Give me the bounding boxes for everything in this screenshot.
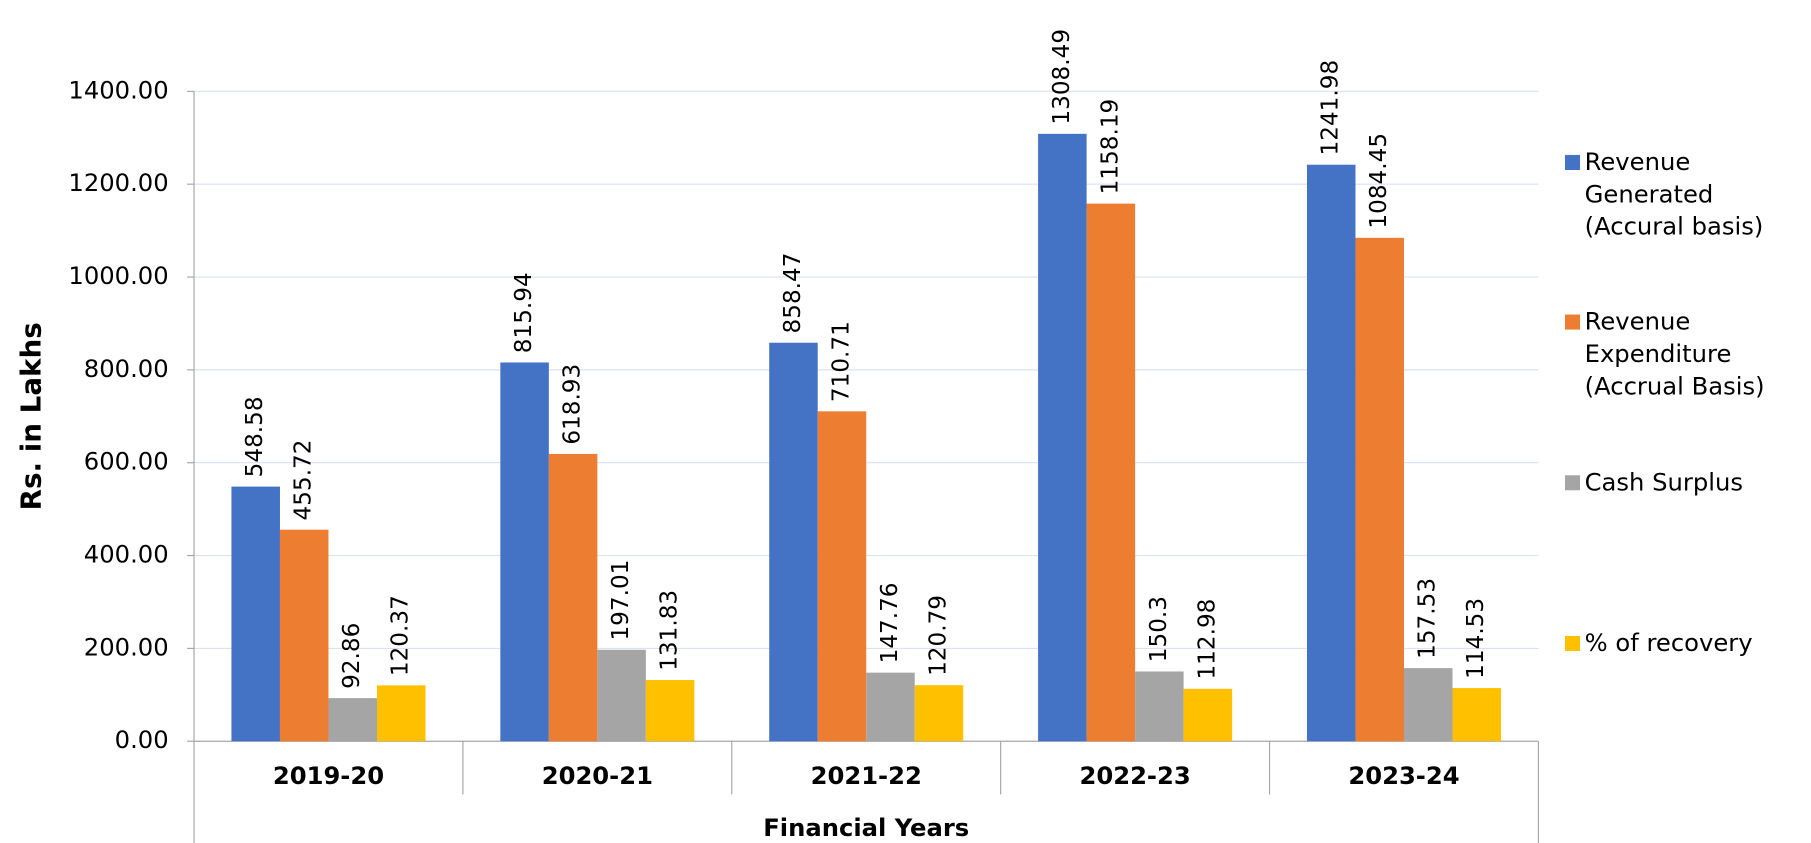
x-tick-label: 2020-21 — [542, 761, 653, 790]
data-label: 157.53 — [1415, 578, 1441, 659]
legend-swatch — [1564, 154, 1581, 170]
legend-item: % of recovery — [1584, 629, 1753, 657]
data-label: 112.98 — [1194, 599, 1220, 680]
bar — [328, 698, 377, 742]
bar — [1306, 164, 1356, 742]
legend-label: Revenue Expenditure (Accrual Basis) — [1584, 307, 1765, 401]
data-label: 114.53 — [1463, 598, 1489, 679]
data-label: 1308.49 — [1049, 29, 1075, 125]
bar — [279, 529, 329, 742]
legend-swatch — [1564, 314, 1581, 330]
bar — [1135, 671, 1184, 742]
y-tick-label: 200.00 — [84, 632, 169, 661]
legend-swatch — [1564, 636, 1581, 652]
bar — [866, 672, 915, 742]
x-tick-label: 2019-20 — [273, 761, 384, 790]
legend-item: Cash Surplus — [1584, 468, 1744, 497]
x-tick-label: 2023-24 — [1348, 761, 1459, 790]
bar — [1452, 688, 1502, 742]
x-tick-label: 2021-22 — [811, 761, 922, 790]
legend-swatch — [1564, 475, 1581, 491]
y-tick-label: 800.00 — [84, 354, 169, 383]
x-tick-label: 2022-23 — [1079, 761, 1190, 790]
data-label: 131.83 — [657, 590, 683, 671]
bar — [769, 342, 818, 742]
y-tick-label: 400.00 — [84, 540, 169, 569]
bar — [1183, 688, 1233, 742]
data-label: 815.94 — [511, 272, 537, 353]
y-axis-title: Rs. in Lakhs — [14, 322, 47, 510]
bar — [817, 411, 867, 742]
legend-label: % of recovery — [1584, 629, 1753, 657]
bar — [1403, 668, 1453, 742]
data-label: 120.37 — [388, 595, 414, 676]
data-label: 1241.98 — [1318, 60, 1344, 156]
data-label: 618.93 — [560, 364, 586, 445]
data-label: 548.58 — [242, 396, 268, 477]
data-label: 858.47 — [780, 253, 806, 334]
y-tick-label: 600.00 — [84, 447, 169, 476]
legend-item: Revenue Generated (Accural basis) — [1584, 148, 1764, 241]
bar — [1355, 237, 1404, 742]
legend-label: Cash Surplus — [1584, 468, 1744, 497]
y-tick-label: 0.00 — [115, 725, 169, 754]
y-tick-label: 1000.00 — [68, 261, 168, 290]
data-label: 1084.45 — [1366, 133, 1392, 229]
data-label: 120.79 — [926, 595, 952, 676]
data-label: 92.86 — [339, 623, 365, 689]
legend-label: Revenue Generated (Accural basis) — [1584, 148, 1764, 241]
data-label: 455.72 — [291, 440, 317, 521]
bar — [231, 486, 280, 742]
legend-item: Revenue Expenditure (Accrual Basis) — [1584, 307, 1765, 401]
bar — [376, 685, 426, 742]
data-label: 1158.19 — [1097, 99, 1123, 195]
data-label: 150.3 — [1146, 596, 1172, 662]
data-label: 710.71 — [828, 321, 854, 402]
y-tick-label: 1200.00 — [68, 168, 168, 197]
data-label: 147.76 — [877, 582, 903, 663]
bar — [597, 649, 646, 742]
bar — [1038, 133, 1087, 742]
bar — [645, 680, 695, 742]
bar — [548, 453, 598, 742]
bar — [500, 362, 549, 742]
y-tick-label: 1400.00 — [68, 75, 168, 104]
x-axis-title: Financial Years — [763, 813, 969, 842]
bar — [914, 685, 964, 742]
data-label: 197.01 — [608, 560, 634, 641]
bar — [1086, 203, 1136, 742]
